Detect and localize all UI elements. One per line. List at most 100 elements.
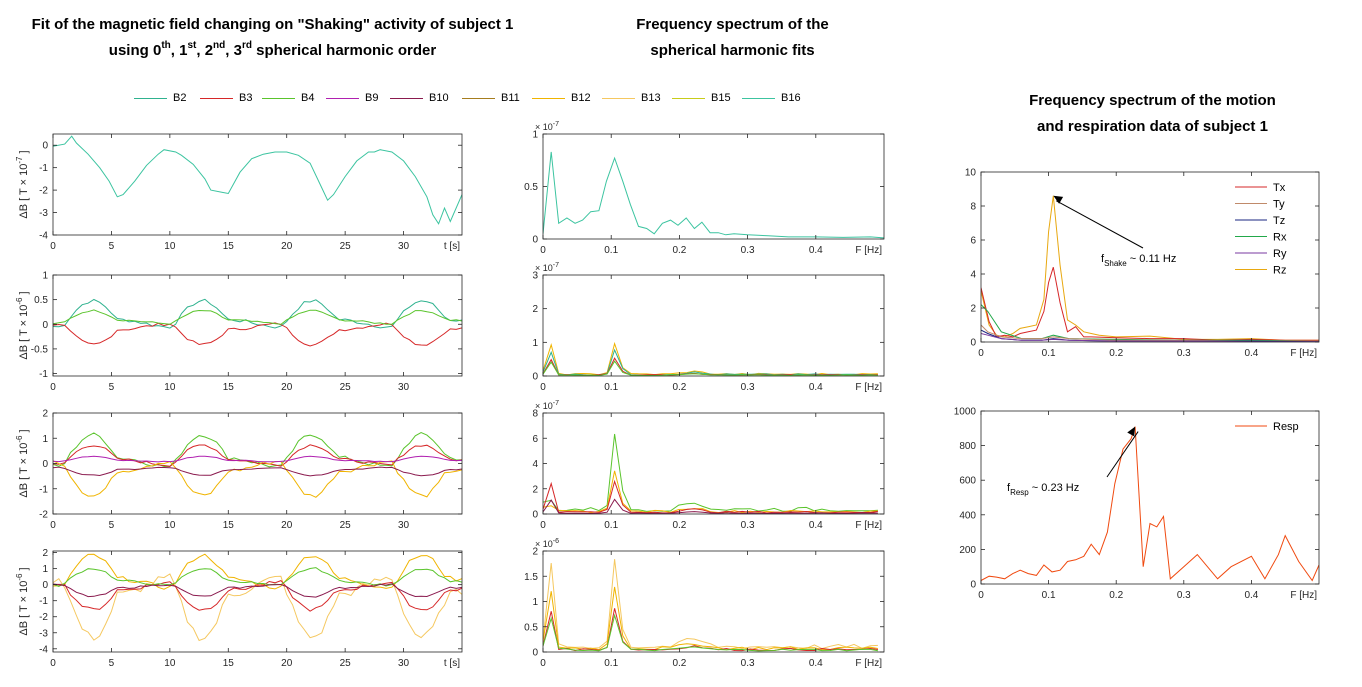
y-tick-label: 2	[42, 548, 48, 559]
series-line-resp	[981, 426, 1319, 582]
series-line-b2	[53, 298, 462, 329]
legend-entry-b16: B16	[742, 92, 801, 104]
series-line-tx	[981, 267, 1319, 341]
x-tick-label: 0	[50, 520, 56, 531]
series-line-b12	[543, 586, 878, 651]
legend-label: B16	[781, 92, 801, 104]
y-tick-label: 800	[959, 441, 976, 452]
series-line-b10	[53, 583, 462, 598]
x-tick-label: 20	[281, 658, 293, 669]
legend-label: B11	[501, 92, 520, 104]
series-line-b16	[543, 151, 884, 239]
series-group	[543, 433, 878, 514]
series-group	[981, 426, 1319, 582]
y-tick-label: 4	[532, 459, 538, 470]
x-axis-label: F [Hz]	[855, 658, 882, 669]
y-tick-label: 1	[42, 564, 48, 575]
x-tick-label: 0.2	[672, 382, 686, 393]
x-tick-label: 0.3	[1177, 590, 1191, 601]
series-group	[53, 432, 462, 498]
legend-label: B15	[711, 92, 731, 104]
legend-swatch	[672, 97, 705, 99]
legend-swatch	[134, 97, 167, 99]
x-tick-label: 0.2	[1109, 348, 1123, 359]
legend-label-rx: Rx	[1273, 232, 1287, 244]
annotation-text: fResp ~ 0.23 Hz	[1007, 482, 1079, 497]
y-tick-label: -2	[39, 612, 48, 623]
left-title-line2: using 0th, 1st, 2nd, 3rd spherical harmo…	[108, 40, 437, 60]
x-tick-label: 0.1	[604, 658, 618, 669]
peak-annotation: fResp ~ 0.23 Hz	[1007, 426, 1139, 497]
legend-swatch	[742, 97, 775, 99]
series-group	[53, 553, 462, 642]
axes-box	[980, 410, 1320, 585]
annotation-arrow-line	[1056, 200, 1144, 249]
x-tick-label: 15	[223, 241, 235, 252]
chart-field-order1: 0 5 10 15 20 25 30 -1 -0.5 0 0.5 1 ΔB [ T × 10-6 ]	[15, 271, 463, 393]
y-tick-label: -0.5	[31, 344, 49, 355]
x-tick-label: 0.1	[604, 382, 618, 393]
y-tick-label: 1	[42, 434, 48, 445]
x-tick-label: 0	[978, 590, 984, 601]
x-tick-label: 5	[109, 520, 115, 531]
y-tick-label: 0	[970, 580, 976, 591]
axes-box	[980, 171, 1320, 343]
legend-label-tx: Tx	[1273, 182, 1286, 194]
series-line-b3	[543, 357, 878, 376]
x-tick-label: 20	[281, 382, 293, 393]
y-tick-label: -4	[39, 644, 48, 655]
legend-label-resp: Resp	[1273, 421, 1299, 433]
y-tick-label: 8	[970, 202, 976, 213]
x-tick-label: 0.3	[741, 245, 755, 256]
y-tick-label: 2	[42, 409, 48, 420]
x-tick-label: 30	[398, 520, 410, 531]
series-line-b3	[53, 444, 462, 467]
x-tick-label: 0.4	[809, 520, 823, 531]
right-title-line1: Frequency spectrum of the motion	[1029, 92, 1276, 109]
x-tick-label: 5	[109, 658, 115, 669]
y-tick-label: 6	[970, 236, 976, 247]
chart-spec-motion: 0 0.1 0.2 0.3 0.4 0 2 4 6 8 10 F [Hz] Tx Ty Tz Rx Ry Rz fS…	[965, 168, 1320, 359]
y-exponent-label: × 10-7	[535, 400, 559, 411]
annotation-arrow-line	[1106, 431, 1139, 478]
axes-box	[542, 412, 885, 515]
series-line-b3	[53, 322, 462, 347]
series-line-b12	[543, 341, 878, 376]
x-tick-label: 15	[223, 382, 235, 393]
y-exponent-label: × 10-7	[535, 262, 559, 273]
series-line-b4	[543, 613, 878, 652]
x-tick-label: 0.3	[1177, 348, 1191, 359]
series-line-rz	[981, 195, 1319, 341]
x-tick-label: 0.1	[604, 245, 618, 256]
x-tick-label: 25	[340, 382, 352, 393]
x-tick-label: 15	[223, 520, 235, 531]
x-tick-label: 25	[340, 241, 352, 252]
x-tick-label: 15	[223, 658, 235, 669]
x-tick-label: 25	[340, 658, 352, 669]
series-line-b4	[53, 567, 462, 587]
series-line-b9	[53, 455, 462, 463]
x-tick-label: 0	[50, 241, 56, 252]
y-tick-label: 0	[532, 510, 538, 521]
y-tick-label: 0	[42, 459, 48, 470]
x-tick-label: 0.1	[1042, 590, 1056, 601]
chart-field-order2: 0 5 10 15 20 25 30 -2 -1 0 1 2 ΔB [ T × 10-6 ]	[15, 409, 463, 531]
y-tick-label: -1	[39, 484, 48, 495]
y-tick-label: 0	[532, 235, 538, 246]
series-group	[53, 298, 462, 347]
legend-label-ry: Ry	[1273, 248, 1287, 260]
legend-entry-b10: B10	[390, 92, 449, 104]
y-tick-label: 4	[970, 270, 976, 281]
series-group	[543, 151, 884, 239]
x-tick-label: 30	[398, 382, 410, 393]
x-tick-label: 0.4	[809, 658, 823, 669]
legend-label: B12	[571, 92, 591, 104]
y-tick-label: 0	[42, 141, 48, 152]
x-tick-label: 0	[540, 382, 546, 393]
y-tick-label: -4	[39, 231, 48, 242]
mid-title-line2: spherical harmonic fits	[650, 42, 815, 59]
x-tick-label: 0	[540, 520, 546, 531]
y-tick-label: 6	[532, 434, 538, 445]
x-tick-label: 0.1	[1042, 348, 1056, 359]
legend-swatch	[602, 97, 635, 99]
